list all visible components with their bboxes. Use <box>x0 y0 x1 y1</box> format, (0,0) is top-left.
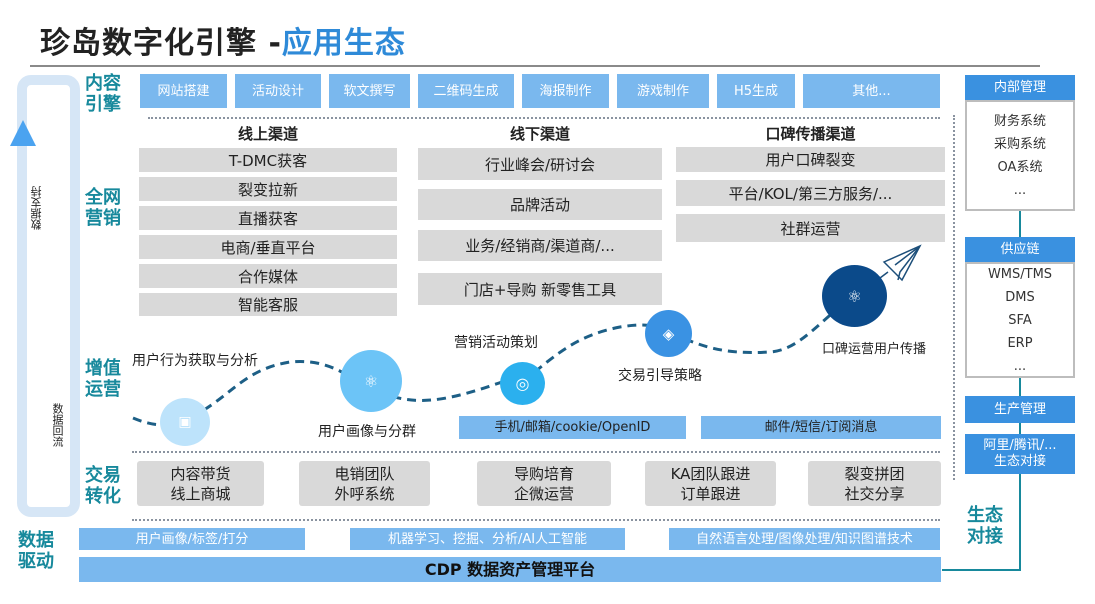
section-eco: 生态对接 <box>967 505 1003 547</box>
eco-item: SFA <box>1008 312 1032 328</box>
paper-plane-icon <box>879 244 922 282</box>
data-tech-bar: 机器学习、挖掘、分析/AI人工智能 <box>350 528 625 550</box>
presentation-icon: ▣ <box>178 414 192 430</box>
channel-item: 裂变拉新 <box>139 177 397 201</box>
target-icon: ◎ <box>515 374 530 393</box>
channel-title-wom: 口碑传播渠道 <box>765 125 856 143</box>
eco-production: 生产管理 <box>965 396 1075 423</box>
channel-item: 行业峰会/研讨会 <box>418 148 662 180</box>
channel-item: 品牌活动 <box>418 189 662 220</box>
trade-item: 导购培育 企微运营 <box>477 461 611 506</box>
step-label: 交易引导策略 <box>618 368 702 384</box>
trade-line: 内容带货 <box>170 464 231 483</box>
channel-item: 门店+导购 新零售工具 <box>418 273 662 305</box>
step-circle: ◈ <box>645 310 692 357</box>
divider <box>132 519 940 521</box>
step-label: 口碑运营用户传播 <box>822 342 927 357</box>
divider <box>132 451 940 453</box>
atom-icon: ⚛ <box>847 286 862 306</box>
channel-item: 电商/垂直平台 <box>139 235 397 259</box>
eco-item: ERP <box>1007 335 1033 351</box>
trade-line: 电销团队 <box>334 464 395 483</box>
section-trade: 交易转化 <box>85 465 121 507</box>
step-label: 用户行为获取与分析 <box>132 353 258 369</box>
eco-item: WMS/TMS <box>987 266 1053 282</box>
trade-line: 线上商城 <box>170 484 231 503</box>
eco-supply-box: WMS/TMS DMS SFA ERP ... <box>965 262 1075 378</box>
content-item[interactable]: 网站搭建 <box>140 74 227 108</box>
title-main: 珍岛数字化引擎 - <box>40 26 282 61</box>
channel-item: 平台/KOL/第三方服务/... <box>676 180 945 206</box>
step-circle: ▣ <box>160 398 210 446</box>
step-label: 用户画像与分群 <box>318 424 416 440</box>
content-item[interactable]: 游戏制作 <box>617 74 709 108</box>
layers-icon: ◈ <box>662 324 675 343</box>
eco-supply-header: 供应链 <box>965 237 1075 262</box>
eco-item: 财务系统 <box>993 113 1046 129</box>
content-item[interactable]: 软文撰写 <box>329 74 410 108</box>
section-value-ops: 增值运营 <box>85 358 121 400</box>
eco-internal-box: 财务系统 采购系统 OA系统 ... <box>965 100 1075 211</box>
content-item[interactable]: 海报制作 <box>522 74 609 108</box>
channel-item: 业务/经销商/渠道商/... <box>418 230 662 261</box>
trade-line: 社交分享 <box>844 484 905 503</box>
eco-item: 采购系统 <box>993 136 1046 152</box>
channel-title-offline: 线下渠道 <box>509 125 570 143</box>
trade-line: 导购培育 <box>513 464 574 483</box>
page-title: 珍岛数字化引擎 -应用生态 <box>40 18 406 62</box>
trade-line: 裂变拼团 <box>844 464 905 483</box>
channel-item: 直播获客 <box>139 206 397 230</box>
channel-item: 社群运营 <box>676 214 945 242</box>
section-data-driven: 数据驱动 <box>18 530 54 572</box>
channel-title-online: 线上渠道 <box>237 125 298 143</box>
data-tech-bar: 用户画像/标签/打分 <box>79 528 305 550</box>
content-item[interactable]: 活动设计 <box>235 74 321 108</box>
eco-item: DMS <box>1005 289 1035 305</box>
eco-item: OA系统 <box>997 159 1043 175</box>
content-item[interactable]: 二维码生成 <box>418 74 514 108</box>
title-divider <box>30 65 1040 67</box>
trade-item: 电销团队 外呼系统 <box>299 461 430 506</box>
cdp-platform-bar: CDP 数据资产管理平台 <box>79 557 941 582</box>
channel-item: 用户口碑裂变 <box>676 147 945 172</box>
trade-line: 订单跟进 <box>680 484 741 503</box>
eco-connector <box>1019 210 1021 571</box>
identifier-bar: 手机/邮箱/cookie/OpenID <box>459 416 686 439</box>
trade-item: KA团队跟进 订单跟进 <box>645 461 776 506</box>
step-label: 营销活动策划 <box>454 335 538 351</box>
channel-item: 合作媒体 <box>139 264 397 288</box>
content-item[interactable]: H5生成 <box>717 74 795 108</box>
data-loop <box>17 75 80 517</box>
trade-line: 外呼系统 <box>334 484 395 503</box>
eco-partners: 阿里/腾讯/... 生态对接 <box>965 434 1075 474</box>
eco-internal-header: 内部管理 <box>965 75 1075 100</box>
trade-item: 内容带货 线上商城 <box>137 461 264 506</box>
trade-line: 企微运营 <box>513 484 574 503</box>
section-content-engine: 内容引擎 <box>85 73 121 115</box>
trade-line: KA团队跟进 <box>670 464 751 483</box>
step-circle: ⚛ <box>822 265 887 327</box>
arrow-up-icon <box>10 120 36 146</box>
title-highlight: 应用生态 <box>281 26 406 61</box>
step-circle: ⚛ <box>340 350 402 412</box>
eco-connector <box>942 569 1021 571</box>
message-bar: 邮件/短信/订阅消息 <box>701 416 941 439</box>
data-tech-bar: 自然语言处理/图像处理/知识图谱技术 <box>669 528 940 550</box>
data-reflux-label: 数据回流 <box>51 403 64 447</box>
eco-item: ... <box>1013 358 1027 374</box>
trade-item: 裂变拼团 社交分享 <box>808 461 941 506</box>
divider <box>953 115 955 480</box>
step-circle: ◎ <box>500 362 545 405</box>
atom-icon: ⚛ <box>363 371 379 391</box>
content-item[interactable]: 其他... <box>803 74 940 108</box>
section-marketing: 全网营销 <box>85 187 121 229</box>
eco-item: ... <box>1013 182 1027 198</box>
channel-item: T-DMC获客 <box>139 148 397 172</box>
channel-item: 智能客服 <box>139 293 397 316</box>
eco-partners-line: 生态对接 <box>993 454 1046 469</box>
eco-partners-line: 阿里/腾讯/... <box>983 438 1057 453</box>
divider <box>148 117 940 119</box>
